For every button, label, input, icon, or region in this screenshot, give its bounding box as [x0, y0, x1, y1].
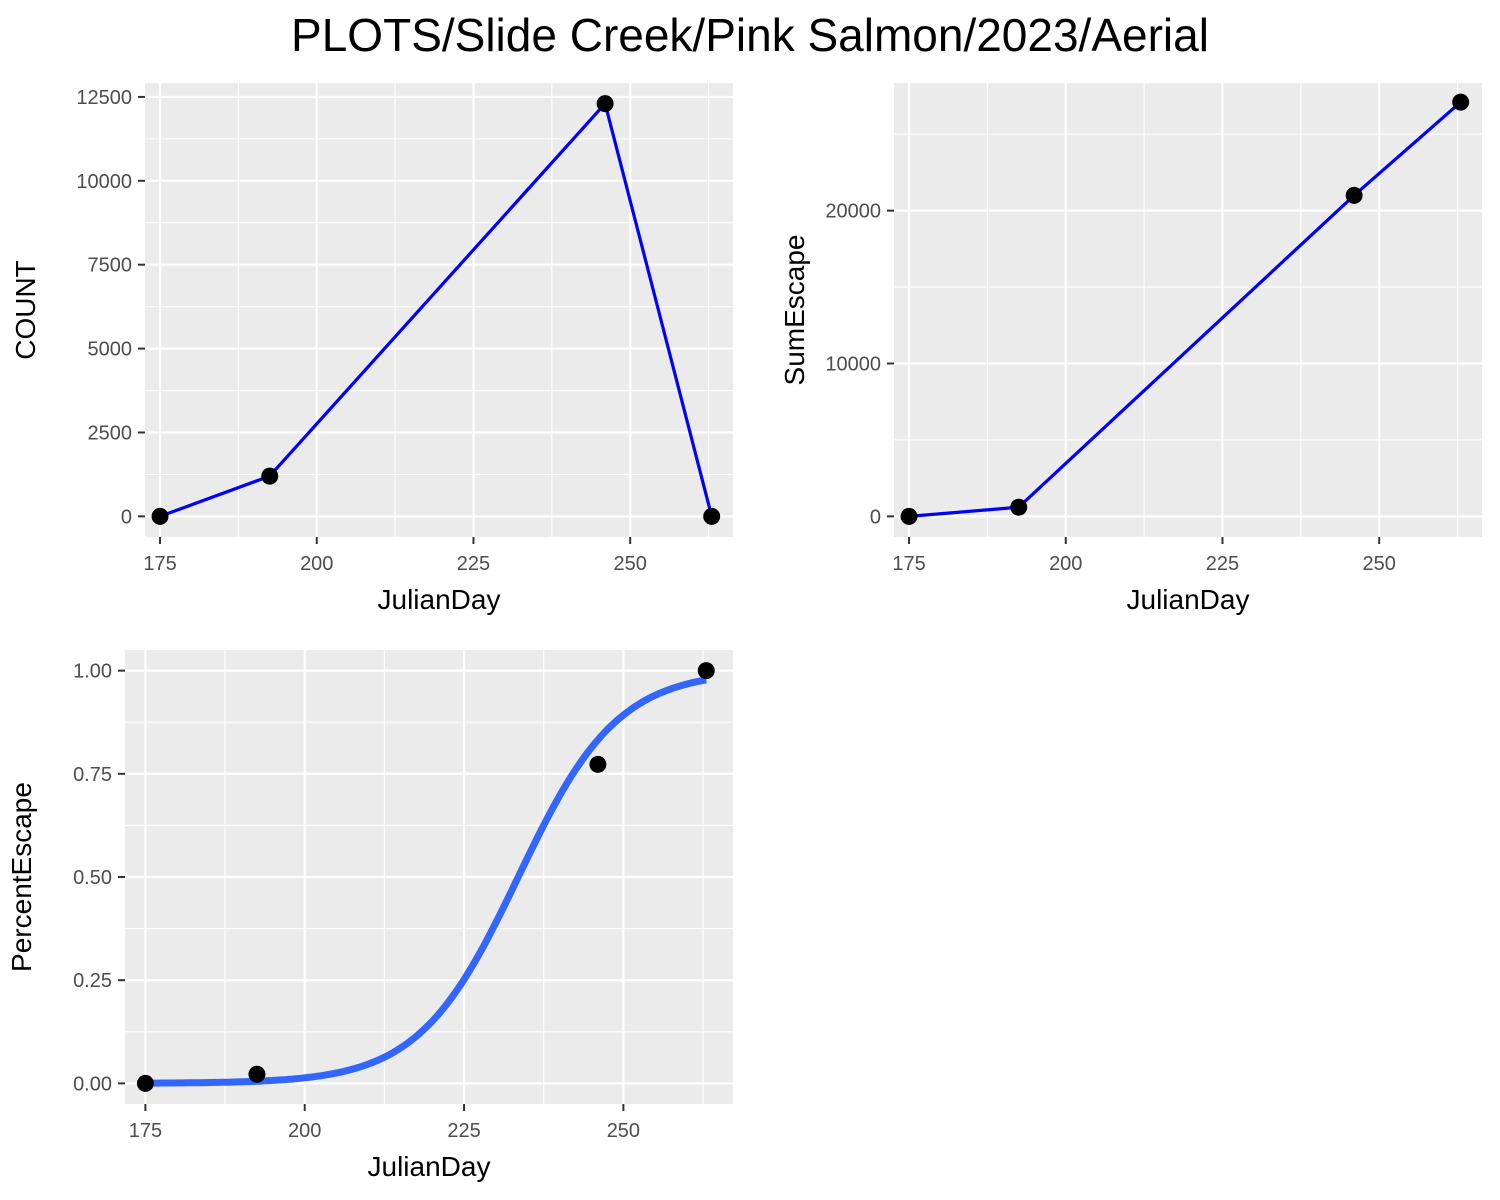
percent-escape-data-point: [589, 755, 607, 773]
percent-escape-logistic-fit-curve: [145, 676, 707, 1087]
percent-escape-data-point: [697, 662, 715, 680]
percent-escape-y-tick-label: 0.00: [73, 1073, 112, 1095]
chart-title: PLOTS/Slide Creek/Pink Salmon/2023/Aeria…: [291, 9, 1209, 61]
count-panel: 175 200 225 25002500500075001000012500Julia…: [10, 83, 733, 615]
count-x-tick-label: 225: [457, 553, 490, 575]
count-plot-background: [145, 83, 733, 537]
percent-escape-x-tick-label: 200: [288, 1120, 321, 1142]
percent-escape-y-axis-title: PercentEscape: [6, 782, 37, 972]
count-x-tick-label: 200: [300, 553, 333, 575]
sum-escape-x-tick-label: 250: [1363, 553, 1396, 575]
sum-escape-data-point: [1010, 498, 1028, 516]
sum-escape-series-line: [908, 100, 1462, 518]
count-gridlines: [145, 83, 733, 537]
percent-escape-y-tick-label: 0.75: [73, 764, 112, 786]
count-x-axis-title: JulianDay: [378, 584, 501, 615]
sum-escape-panel: 175 200 225 250 0 10000 20000 JulianDay SumEscap…: [779, 83, 1482, 615]
sum-escape-data-point: [1345, 186, 1363, 204]
sum-escape-y-axis-title: SumEscape: [779, 235, 810, 386]
count-y-tick-label: 7500: [88, 255, 133, 277]
count-data-point: [703, 507, 721, 525]
sum-escape-plot-background: [894, 83, 1482, 537]
sum-escape-y-tick-label: 20000: [825, 201, 881, 223]
sum-escape-x-axis-title: JulianDay: [1127, 584, 1250, 615]
count-x-tick-label: 175: [143, 553, 176, 575]
percent-escape-x-tick-label: 175: [129, 1120, 162, 1142]
count-y-tick-label: 2500: [88, 422, 133, 444]
sum-escape-y-tick-label: 10000: [825, 354, 881, 376]
count-x-tick-label: 250: [614, 553, 647, 575]
sum-escape-x-tick-label: 200: [1049, 553, 1082, 575]
count-y-tick-label: 12500: [76, 87, 132, 109]
percent-escape-x-axis-title: JulianDay: [368, 1151, 491, 1182]
sum-escape-x-tick-label: 175: [892, 553, 925, 575]
percent-escape-x-tick-label: 250: [607, 1120, 640, 1142]
count-data-point: [261, 467, 279, 485]
count-y-tick-label: 5000: [88, 339, 133, 361]
count-data-point: [596, 95, 614, 113]
percent-escape-y-tick-label: 0.25: [73, 970, 112, 992]
percent-escape-data-point: [136, 1074, 154, 1092]
count-series-line: [159, 101, 714, 518]
percent-escape-x-tick-label: 225: [447, 1120, 480, 1142]
percent-escape-data-point: [248, 1065, 266, 1083]
sum-escape-x-tick-label: 225: [1206, 553, 1239, 575]
sum-escape-y-tick-label: 0: [870, 506, 881, 528]
count-data-point: [151, 507, 169, 525]
sum-escape-data-point: [1452, 93, 1470, 111]
count-y-axis-title: COUNT: [10, 260, 41, 360]
percent-escape-y-tick-label: 0.50: [73, 867, 112, 889]
sum-escape-gridlines: [894, 83, 1482, 537]
sum-escape-data-point: [900, 507, 918, 525]
count-y-tick-label: 10000: [76, 171, 132, 193]
percent-escape-panel: 175 200 225 250 0.00 0.25 0.50 0.75 1.00 JulianDa…: [6, 650, 733, 1182]
count-y-tick-label: 0: [121, 506, 132, 528]
percent-escape-y-tick-label: 1.00: [73, 661, 112, 683]
